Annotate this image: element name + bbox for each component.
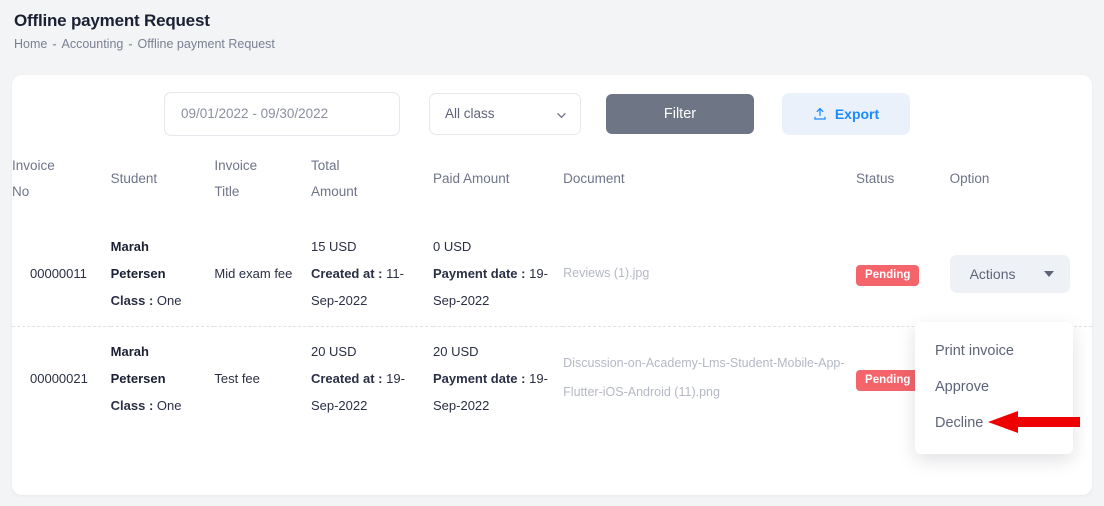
cell-status: Pending [856,222,950,326]
column-header-status: Status [856,171,895,186]
cell-option: Actions [949,222,1092,326]
red-left-arrow-icon [988,411,1080,433]
class-value: One [156,293,182,309]
status-badge: Pending [856,265,920,287]
created-at-value: 11-Sep-2022 [310,266,404,309]
column-header-invoice-title: Invoice Title [214,158,258,199]
cell-total-amount: 15 USD Created at : 11-Sep-2022 [310,239,404,309]
export-label: Export [834,106,880,122]
class-value: One [156,397,182,413]
payment-date-label: Payment date : [433,370,526,386]
column-header-paid-amount: Paid Amount [433,171,510,186]
created-at-label: Created at : [310,266,383,282]
cell-invoice-title: Test fee [214,325,311,430]
status-badge: Pending [856,369,920,391]
cell-document[interactable]: Reviews (1).jpg [563,266,650,281]
column-header-student: Student [110,171,158,186]
breadcrumb-separator: - [52,37,57,51]
menu-item-print-invoice[interactable]: Print invoice [935,343,1014,359]
column-header-document: Document [563,171,625,186]
actions-button[interactable]: Actions [949,254,1070,293]
cell-document[interactable]: Discussion-on-Academy-Lms-Student-Mobile… [563,325,857,430]
filter-button[interactable]: Filter [606,94,754,134]
class-label: Class : [110,397,154,413]
payment-date-value: 19-Sep-2022 [433,266,548,309]
payment-date-label: Payment date : [433,266,526,282]
chevron-down-icon [557,113,566,118]
page-header: Offline payment Request Home - Accountin… [0,0,1104,52]
cell-invoice-no: 00000021 [12,325,111,430]
cell-student: Marah Petersen Class : One [110,325,215,430]
cell-total-amount: 20 USD Created at : 19-Sep-2022 [310,325,433,430]
cell-paid-amount: 0 USD Payment date : 19-Sep-2022 [433,239,548,309]
table-row: 00000011 Marah Petersen Class : One Mid … [12,222,1092,326]
table-head: Invoice No Student Invoice Title Total A… [12,136,1092,222]
class-select[interactable]: All class [429,93,581,135]
created-at-value: 19-Sep-2022 [310,370,405,413]
menu-item-approve[interactable]: Approve [935,379,990,395]
column-header-option: Option [949,171,990,186]
created-at-label: Created at : [310,370,383,386]
table-header-row: Invoice No Student Invoice Title Total A… [12,136,1092,222]
cell-paid-amount: 20 USD Payment date : 19-Sep-2022 [433,325,564,430]
caret-down-icon [1043,270,1054,277]
breadcrumb-separator: - [128,37,133,51]
column-header-invoice-no: Invoice No [12,158,55,199]
date-range-input[interactable]: 09/01/2022 - 09/30/2022 [164,92,400,136]
export-button[interactable]: Export [782,93,910,135]
cell-invoice-no: 00000011 [30,266,87,282]
cell-student: Marah Petersen Class : One [110,239,182,309]
breadcrumb-accounting[interactable]: Accounting [61,37,124,51]
actions-label: Actions [969,265,1016,282]
menu-item-decline[interactable]: Decline [935,415,984,431]
breadcrumb-home[interactable]: Home [14,37,48,51]
actions-dropdown-menu: Print invoice Approve Decline [915,322,1073,454]
class-label: Class : [110,293,154,309]
cell-invoice-title: Mid exam fee [214,266,293,282]
upload-icon [814,107,826,120]
breadcrumb: Home - Accounting - Offline payment Requ… [14,36,1104,52]
page-title: Offline payment Request [14,11,210,30]
breadcrumb-current: Offline payment Request [137,37,275,51]
column-header-total-amount: Total Amount [310,158,358,199]
filter-toolbar: 09/01/2022 - 09/30/2022 All class Filter… [12,75,1092,136]
class-select-value: All class [445,106,495,121]
payment-date-value: 19-Sep-2022 [433,370,548,413]
